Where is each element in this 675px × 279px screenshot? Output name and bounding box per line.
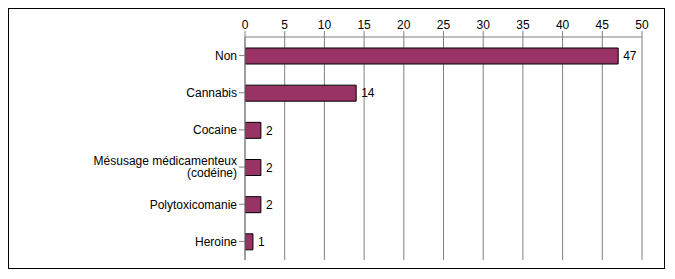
svg-text:2: 2	[266, 124, 273, 138]
svg-text:14: 14	[361, 86, 375, 100]
svg-text:Heroine: Heroine	[195, 235, 237, 249]
svg-text:15: 15	[357, 18, 371, 32]
svg-text:Cannabis: Cannabis	[186, 86, 237, 100]
svg-text:30: 30	[477, 18, 491, 32]
svg-text:25: 25	[437, 18, 451, 32]
svg-text:0: 0	[242, 18, 249, 32]
svg-text:1: 1	[258, 235, 265, 249]
svg-text:Cocaine: Cocaine	[193, 123, 237, 137]
svg-text:2: 2	[266, 161, 273, 175]
svg-text:40: 40	[556, 18, 570, 32]
svg-text:35: 35	[516, 18, 530, 32]
svg-text:20: 20	[397, 18, 411, 32]
svg-text:Non: Non	[215, 49, 237, 63]
svg-text:10: 10	[318, 18, 332, 32]
svg-text:Polytoxicomanie: Polytoxicomanie	[150, 198, 238, 212]
svg-text:50: 50	[635, 18, 649, 32]
svg-text:2: 2	[266, 198, 273, 212]
svg-text:Mésusage médicamenteux(codéine: Mésusage médicamenteux(codéine)	[94, 154, 237, 180]
svg-text:47: 47	[623, 49, 637, 63]
svg-text:5: 5	[281, 18, 288, 32]
svg-text:45: 45	[596, 18, 610, 32]
